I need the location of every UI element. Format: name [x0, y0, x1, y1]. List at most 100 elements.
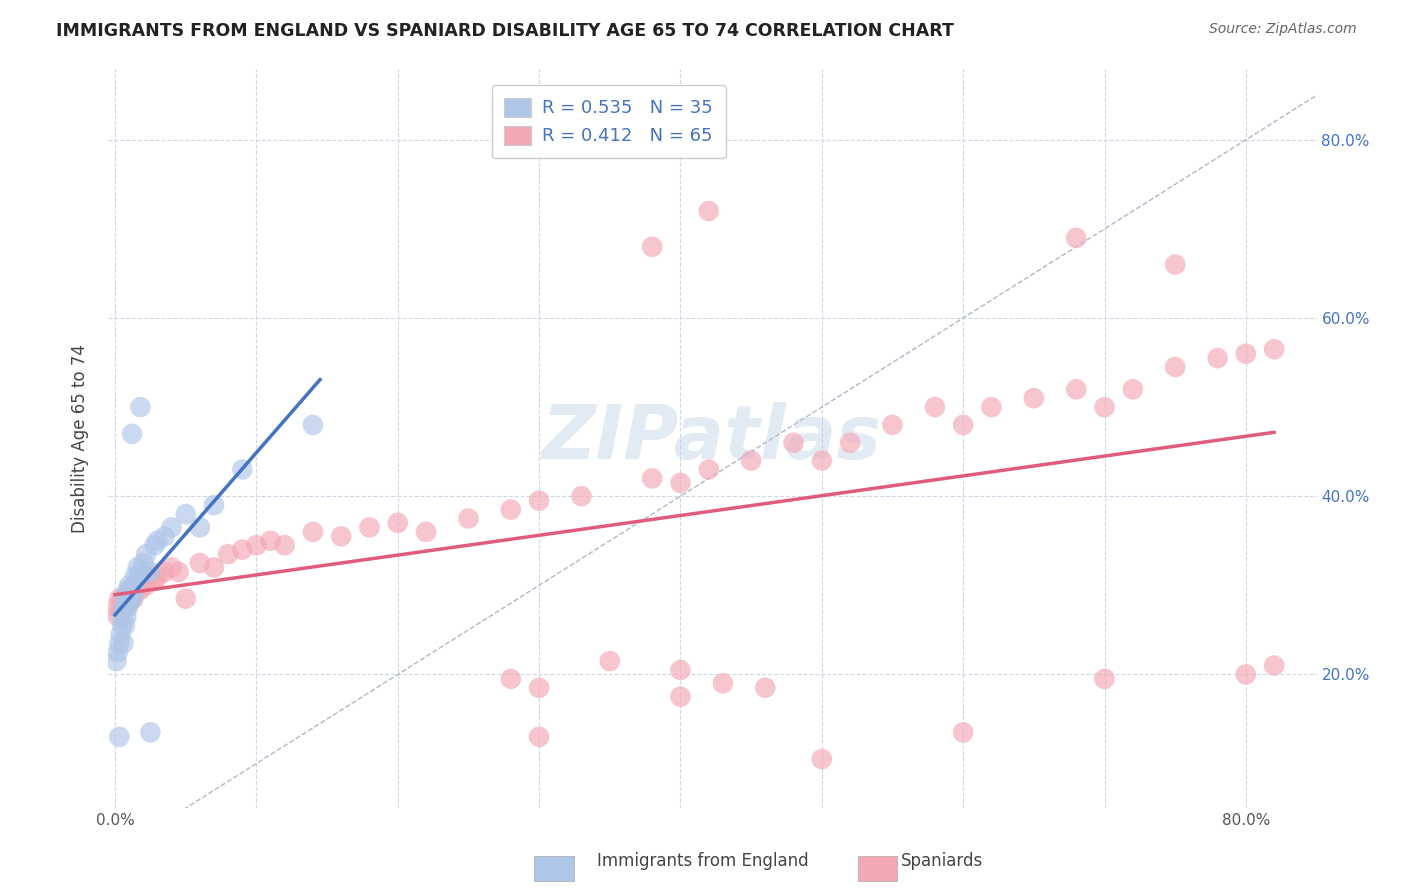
- Point: [359, 520, 381, 534]
- Point: [115, 587, 138, 601]
- Point: [641, 471, 664, 485]
- Point: [129, 582, 152, 597]
- Point: [1263, 342, 1285, 356]
- Point: [174, 507, 197, 521]
- Point: [124, 569, 146, 583]
- Point: [1022, 391, 1045, 405]
- Point: [839, 435, 862, 450]
- Point: [111, 618, 134, 632]
- Point: [1064, 382, 1087, 396]
- Point: [122, 587, 145, 601]
- Point: [146, 533, 169, 548]
- Point: [599, 654, 621, 668]
- Point: [1094, 400, 1116, 414]
- Point: [188, 520, 211, 534]
- Point: [302, 417, 325, 432]
- Point: [115, 609, 138, 624]
- Point: [711, 676, 734, 690]
- Point: [127, 578, 149, 592]
- Point: [121, 426, 143, 441]
- Point: [112, 636, 135, 650]
- Text: Immigrants from England: Immigrants from England: [598, 852, 808, 870]
- Point: [1164, 258, 1187, 272]
- Point: [527, 493, 550, 508]
- Point: [527, 730, 550, 744]
- Y-axis label: Disability Age 65 to 74: Disability Age 65 to 74: [72, 343, 89, 533]
- Point: [117, 582, 139, 597]
- Point: [302, 524, 325, 539]
- Point: [571, 489, 593, 503]
- Point: [952, 417, 974, 432]
- Text: IMMIGRANTS FROM ENGLAND VS SPANIARD DISABILITY AGE 65 TO 74 CORRELATION CHART: IMMIGRANTS FROM ENGLAND VS SPANIARD DISA…: [56, 22, 955, 40]
- Point: [111, 591, 134, 606]
- Point: [697, 204, 720, 219]
- Point: [499, 502, 522, 516]
- Point: [457, 511, 479, 525]
- Point: [121, 591, 143, 606]
- Point: [160, 520, 183, 534]
- Point: [330, 529, 353, 543]
- Point: [118, 578, 141, 592]
- Point: [132, 574, 155, 588]
- Point: [1122, 382, 1144, 396]
- Point: [127, 560, 149, 574]
- Point: [114, 618, 136, 632]
- Point: [120, 591, 142, 606]
- Point: [135, 547, 157, 561]
- Point: [811, 453, 834, 467]
- Point: [231, 542, 253, 557]
- Point: [139, 725, 162, 739]
- Point: [782, 435, 804, 450]
- Point: [202, 498, 225, 512]
- Point: [217, 547, 239, 561]
- Point: [139, 569, 162, 583]
- Point: [125, 574, 148, 588]
- Point: [114, 591, 136, 606]
- Legend: R = 0.535   N = 35, R = 0.412   N = 65: R = 0.535 N = 35, R = 0.412 N = 65: [492, 85, 725, 158]
- Point: [924, 400, 946, 414]
- Point: [231, 462, 253, 476]
- Point: [125, 582, 148, 597]
- Point: [121, 582, 143, 597]
- Point: [188, 556, 211, 570]
- Text: Spaniards: Spaniards: [901, 852, 983, 870]
- Point: [112, 600, 135, 615]
- Point: [527, 681, 550, 695]
- Point: [120, 582, 142, 597]
- Point: [202, 560, 225, 574]
- Point: [1263, 658, 1285, 673]
- Point: [415, 524, 437, 539]
- Point: [118, 587, 141, 601]
- Point: [107, 609, 129, 624]
- Point: [129, 400, 152, 414]
- Point: [259, 533, 281, 548]
- Point: [174, 591, 197, 606]
- Point: [143, 574, 166, 588]
- Point: [160, 560, 183, 574]
- Point: [153, 565, 176, 579]
- Text: ZIPatlas: ZIPatlas: [543, 401, 883, 475]
- Point: [139, 565, 162, 579]
- Point: [754, 681, 776, 695]
- Point: [882, 417, 904, 432]
- Point: [697, 462, 720, 476]
- Point: [115, 591, 138, 606]
- Point: [952, 725, 974, 739]
- Point: [143, 538, 166, 552]
- Point: [153, 529, 176, 543]
- Point: [1234, 667, 1257, 681]
- Point: [1234, 346, 1257, 360]
- Point: [111, 609, 134, 624]
- Point: [1094, 672, 1116, 686]
- Point: [105, 600, 128, 615]
- Point: [108, 730, 131, 744]
- Point: [669, 690, 692, 704]
- Point: [118, 596, 141, 610]
- Point: [811, 752, 834, 766]
- Point: [1064, 231, 1087, 245]
- Point: [499, 672, 522, 686]
- Point: [740, 453, 762, 467]
- Point: [110, 600, 132, 615]
- Point: [273, 538, 295, 552]
- Point: [112, 596, 135, 610]
